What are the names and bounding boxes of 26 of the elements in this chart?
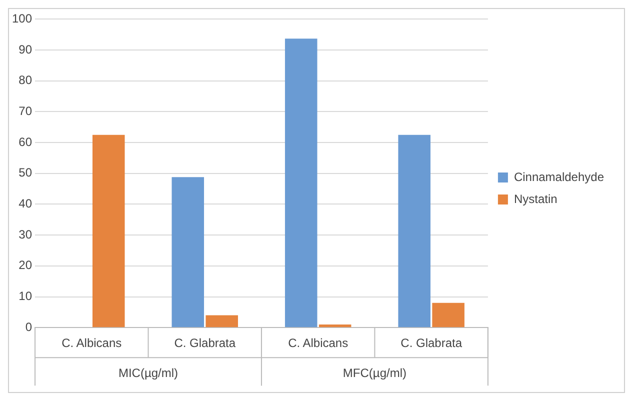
bar [172, 177, 204, 328]
text: MIC(µg/ml) [118, 366, 178, 380]
x-tick-label: C. Glabrata [174, 336, 236, 350]
y-tick-label: 50 [18, 166, 32, 180]
y-tick-label: 70 [18, 104, 32, 118]
x-tick-label: C. Albicans [62, 336, 122, 350]
y-tick-label: 10 [18, 289, 32, 304]
y-tick-label: 20 [18, 258, 32, 272]
y-tick-label: 40 [18, 196, 32, 211]
y-tick-label: 100 [12, 12, 32, 26]
bar [284, 38, 318, 328]
x-tick-label: C. Albicans [288, 336, 348, 350]
y-tick-label: 60 [18, 134, 32, 149]
text: MFC(µg/ml) [342, 366, 406, 380]
y-tick-label: 80 [18, 73, 32, 88]
x-tick-label: C. Glabrata [400, 336, 462, 350]
bar [92, 134, 125, 328]
legend-label: Cinnamaldehyde [514, 170, 604, 184]
y-tick-label: 0 [25, 320, 32, 334]
bar [206, 315, 238, 328]
bar [318, 324, 352, 328]
legend-label: Nystatin [514, 192, 558, 206]
bar [432, 302, 464, 328]
bar [398, 134, 430, 328]
y-tick-label: 90 [18, 42, 32, 56]
y-tick-label: 30 [18, 227, 32, 242]
